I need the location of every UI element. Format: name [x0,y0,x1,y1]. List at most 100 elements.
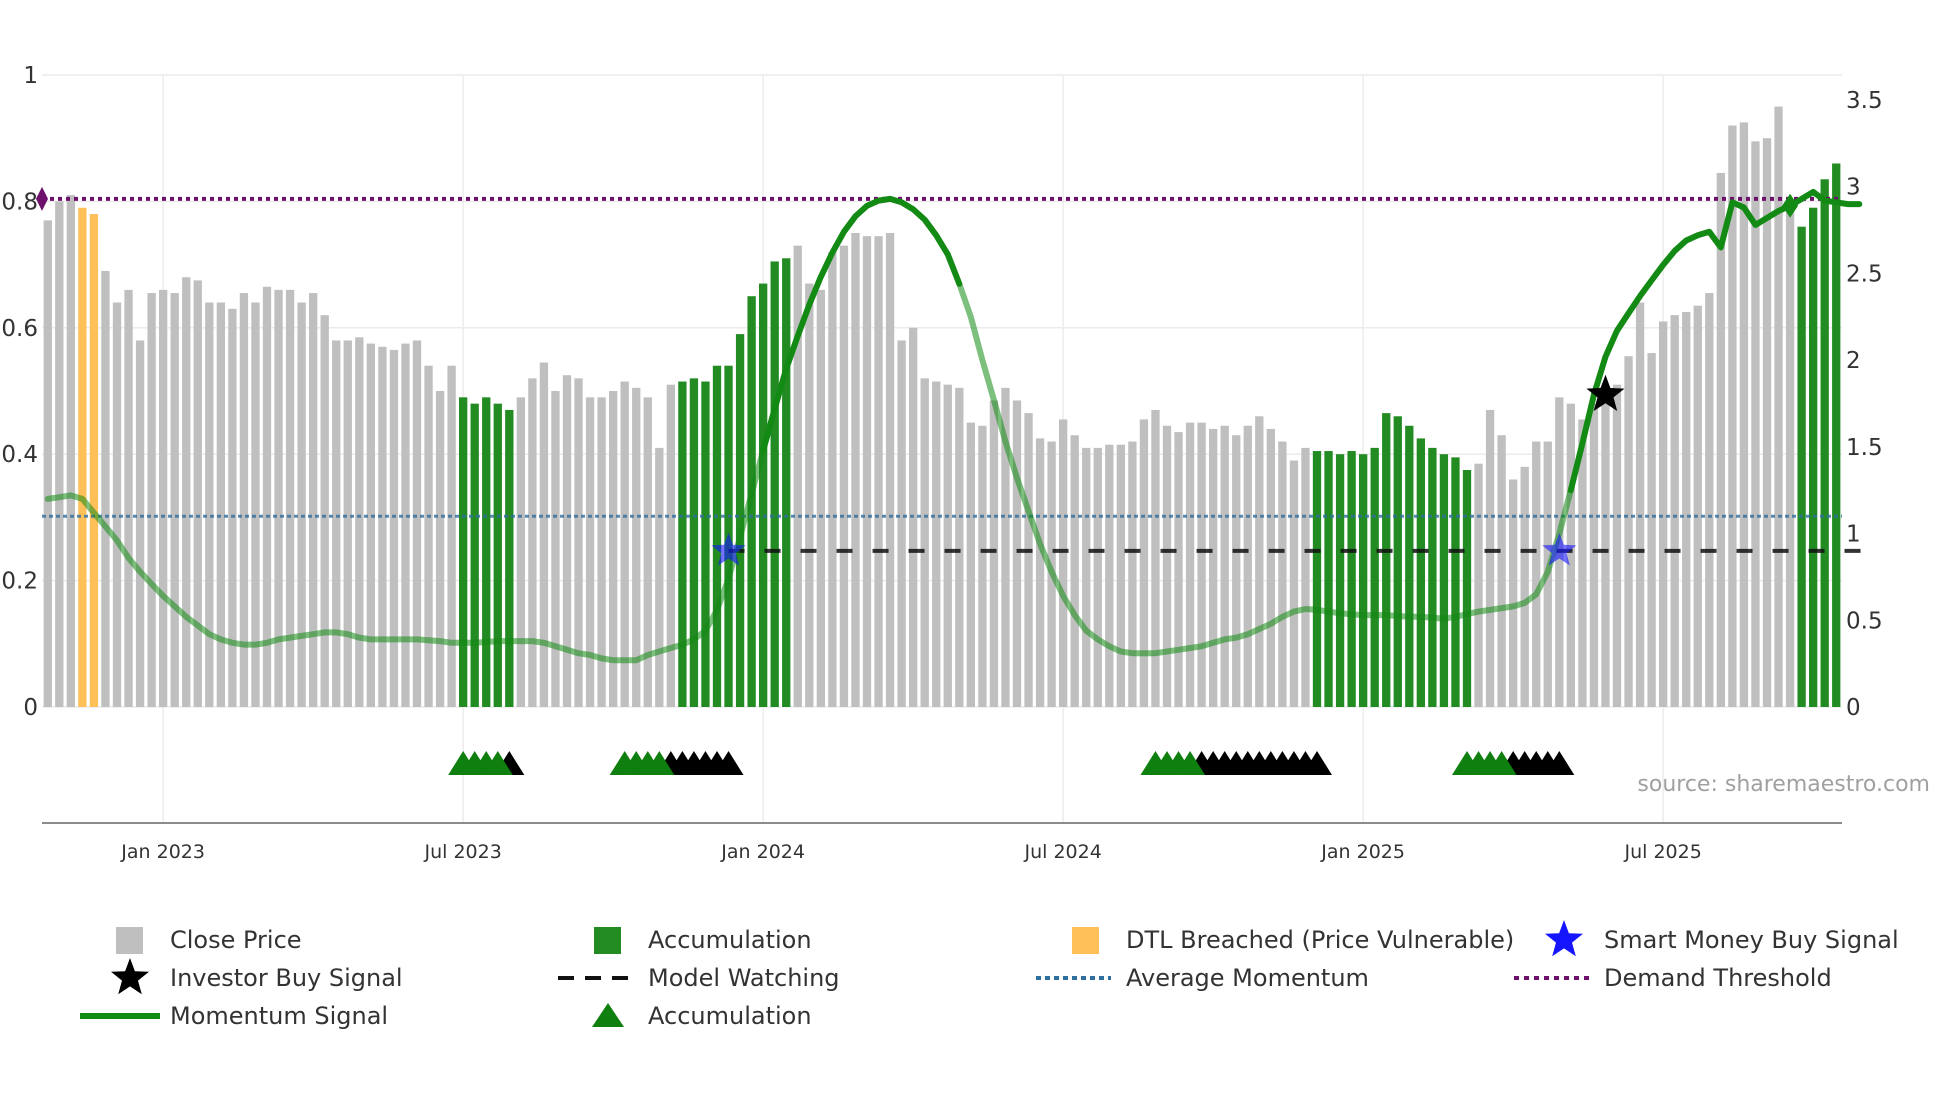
close-price-bar [1162,425,1172,707]
close-price-bar [978,425,987,707]
close-price-bar [1762,138,1772,707]
close-price-bar [343,340,352,707]
accumulation-bar [1416,438,1425,707]
accumulation-triangle-black [1302,751,1332,775]
close-price-bar [378,346,387,707]
close-price-bar [885,233,895,707]
close-price-bar [1728,125,1737,707]
close-price-bar [551,391,560,707]
right-y-tick-label: 0 [1846,695,1861,721]
close-price-bar [297,302,306,707]
close-price-bar [1532,441,1541,707]
close-price-bar [228,308,237,707]
right-y-tick-label: 1 [1846,522,1861,548]
close-price-bar [585,397,595,707]
close-price-bar [1705,293,1714,707]
accumulation-bar [1312,451,1322,707]
close-price-bar [170,293,179,707]
close-price-bar [1659,321,1668,707]
accumulation-bar [712,365,722,707]
legend: Close Price Accumulation DTL Breached (Pri… [80,920,1899,1030]
close-price-bar [1093,447,1102,707]
momentum-line-faded-segment [44,447,767,664]
right-y-tick-label: 1.5 [1846,435,1883,461]
signal-lines [36,186,1871,664]
close-price-bar [851,233,860,707]
close-price-bar [1589,403,1599,707]
close-price-bar [112,302,122,707]
close-price-bar [135,340,145,707]
accumulation-bar [1324,451,1333,707]
close-price-bar [597,397,606,707]
x-tick-label: Jan 2025 [1320,841,1405,863]
momentum-line-faded-segment [956,280,1574,657]
close-price-bar [1024,413,1033,707]
left-y-tick-label: 1 [23,63,38,89]
close-price-bar [1082,447,1091,707]
legend-label-accumulation: Accumulation [648,926,812,954]
close-price-bar [955,387,964,707]
accumulation-bar [1370,447,1379,707]
close-price-bar [424,365,433,707]
legend-label-close-price: Close Price [170,926,302,954]
close-price-bar [1647,353,1656,707]
close-price-bar [1485,409,1495,707]
close-price-bar [1059,419,1068,707]
accumulation-triangle-green [1175,751,1206,775]
x-tick-label: Jan 2023 [120,841,205,863]
momentum-line-segment [760,195,963,454]
close-price-bar [620,381,629,707]
close-price-bar [239,293,249,707]
accumulation-bar [678,381,687,707]
close-price-bar [655,447,664,707]
accumulation-bar [759,283,768,707]
source-label: source: sharemaestro.com [1637,772,1930,797]
close-price-bar [389,349,399,707]
close-price-bar [1220,425,1229,707]
momentum-end-marker [1782,193,1799,218]
close-price-bar [366,343,375,707]
close-price-bar [216,302,225,707]
close-price-bar [193,280,202,707]
legend-swatch-dtl-breached [1072,927,1099,954]
close-price-bar [66,195,75,707]
close-price-bar [966,422,975,707]
close-price-bar [1151,409,1160,707]
close-price-bar [1255,416,1264,707]
close-price-bar [1001,387,1010,707]
close-price-bar [320,315,329,707]
legend-star-investor-buy [111,958,149,995]
price-bars [43,106,1841,708]
close-price-bar [1128,441,1137,707]
accumulation-bar [735,334,745,707]
accumulation-triangle-green [644,751,675,775]
accumulation-bar [470,403,479,707]
accumulation-triangle-green [482,751,513,775]
close-price-bar [643,397,652,707]
close-price-bar [1693,305,1702,707]
close-price-bar [1474,463,1483,707]
close-price-bar [1497,435,1506,707]
close-price-bar [285,289,295,707]
legend-triangle-accumulation [592,1003,624,1027]
close-price-bar [1670,315,1679,707]
right-y-tick-label: 2 [1846,348,1861,374]
close-price-bar [251,302,260,707]
legend-label-investor-buy: Investor Buy Signal [170,964,403,992]
close-price-bar [274,289,283,707]
close-price-bar [182,277,191,707]
accumulation-bar [459,397,468,707]
close-price-bar [55,201,64,707]
x-tick-label: Jul 2025 [1623,841,1701,863]
accumulation-bar [1382,413,1391,707]
right-y-tick-label: 3 [1846,175,1861,201]
accumulation-bar [482,397,491,707]
accumulation-triangle-black [713,751,744,775]
close-price-bar [516,397,525,707]
close-price-bar [101,270,110,707]
close-price-bar [1070,435,1079,707]
legend-swatch-accumulation [594,927,621,954]
close-price-bar [528,378,537,707]
